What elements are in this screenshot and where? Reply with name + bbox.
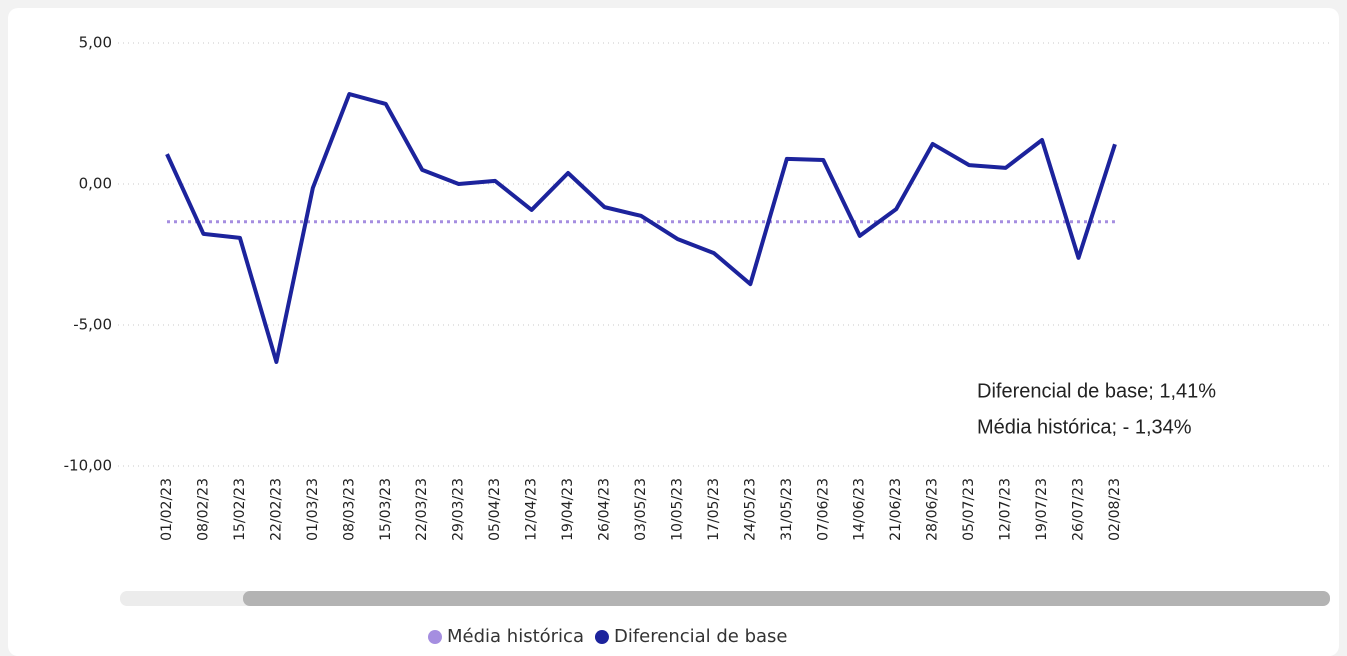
x-tick-label: 01/02/23 <box>159 478 175 541</box>
x-tick-label: 22/03/23 <box>414 478 430 541</box>
x-tick-label: 07/06/23 <box>815 478 831 541</box>
x-tick-label: 15/02/23 <box>232 478 248 541</box>
card <box>8 8 1339 656</box>
x-tick-label: 15/03/23 <box>378 478 394 541</box>
legend-marker <box>594 630 609 644</box>
legend-label: Média histórica <box>447 626 584 647</box>
x-tick-label: 08/03/23 <box>341 478 357 541</box>
scrollbar-thumb[interactable] <box>243 591 1330 606</box>
x-tick-label: 31/05/23 <box>779 478 795 541</box>
x-tick-label: 22/02/23 <box>268 478 284 541</box>
series-line <box>165 92 1117 364</box>
x-tick-label: 02/08/23 <box>1107 478 1123 541</box>
x-tick-label: 08/02/23 <box>195 478 211 541</box>
y-tick-label: -5,00 <box>73 316 112 334</box>
x-tick-label: 28/06/23 <box>925 478 941 541</box>
x-tick-label: 05/04/23 <box>487 478 503 541</box>
x-tick-label: 12/07/23 <box>998 478 1014 541</box>
y-tick-label: 0,00 <box>79 175 112 193</box>
x-tick-label: 24/05/23 <box>742 478 758 541</box>
annotation: Média histórica; - 1,34% <box>977 416 1192 438</box>
x-tick-label: 05/07/23 <box>961 478 977 541</box>
x-tick-label: 19/04/23 <box>560 478 576 541</box>
x-tick-label: 10/05/23 <box>669 478 685 541</box>
x-tick-label: 17/05/23 <box>706 478 722 541</box>
x-tick-label: 14/06/23 <box>852 478 868 541</box>
annotation: Diferencial de base; 1,41% <box>977 380 1216 402</box>
x-tick-label: 01/03/23 <box>305 478 321 541</box>
x-tick-label: 03/05/23 <box>633 478 649 541</box>
y-tick-label: -10,00 <box>64 457 112 475</box>
legend-marker <box>428 630 442 644</box>
x-tick-label: 12/04/23 <box>524 478 540 541</box>
x-tick-label: 19/07/23 <box>1034 478 1050 541</box>
legend-label: Diferencial de base <box>614 626 788 647</box>
x-tick-label: 26/04/23 <box>597 478 613 541</box>
x-tick-label: 21/06/23 <box>888 478 904 541</box>
y-tick-label: 5,00 <box>79 34 112 52</box>
x-tick-label: 26/07/23 <box>1071 478 1087 541</box>
x-tick-label: 29/03/23 <box>451 478 467 541</box>
